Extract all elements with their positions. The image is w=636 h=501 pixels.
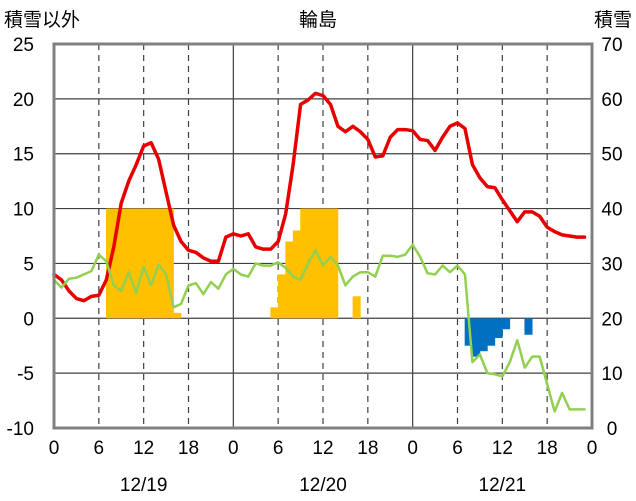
negative_bars-bar	[479, 318, 488, 352]
date-label: 12/21	[479, 475, 527, 496]
plot-frame	[52, 42, 594, 430]
bars	[106, 208, 533, 357]
negative_bars-bar	[502, 318, 511, 330]
left-tick-label: -10	[7, 419, 34, 440]
negative_bars-bar	[494, 318, 503, 339]
snowfall_bars-bar	[120, 208, 130, 319]
x-tick-label: 12	[312, 438, 333, 459]
x-tick-label: 0	[228, 438, 239, 459]
x-tick-label: 18	[178, 438, 199, 459]
x-tick-label: 12	[492, 438, 513, 459]
x-tick-label: 18	[357, 438, 378, 459]
temperature-line	[52, 91, 587, 303]
snowfall_bars-bar	[128, 208, 137, 319]
date-label: 12/20	[299, 475, 347, 496]
x-tick-label: 12	[133, 438, 154, 459]
left-tick-label: -5	[17, 364, 34, 385]
left-tick-label: 15	[13, 145, 34, 166]
right-tick-label: 60	[601, 90, 622, 111]
left-axis-label: 積雪以外	[4, 9, 80, 31]
right-tick-label: 20	[601, 309, 622, 330]
right-tick-label: 30	[601, 254, 622, 275]
snowfall_bars-bar	[173, 312, 182, 319]
left-tick-label: 10	[13, 200, 34, 221]
x-tick-label: 0	[49, 438, 60, 459]
left-tick-label: 25	[13, 35, 34, 56]
snowfall_bars-bar	[322, 208, 331, 319]
x-tick-label: 6	[94, 438, 105, 459]
x-tick-label: 18	[537, 438, 558, 459]
right-tick-label: 10	[601, 364, 622, 385]
right-tick-label: 0	[607, 419, 618, 440]
snowfall_bars-bar	[150, 208, 159, 319]
right-tick-label: 70	[601, 35, 622, 56]
snowfall_bars-bar	[113, 208, 122, 319]
snowfall_bars-bar	[158, 208, 167, 319]
snowfall_bars-bar	[307, 208, 316, 319]
snowfall_bars-bar	[300, 208, 309, 319]
right-axis-label: 積雪	[594, 9, 632, 31]
snowfall_bars-bar	[315, 208, 324, 319]
x-tick-label: 6	[273, 438, 284, 459]
snowfall_bars-bar	[330, 208, 339, 319]
snowfall_bars-bar	[277, 274, 286, 319]
snowfall_bars-bar	[135, 208, 144, 319]
x-tick-label: 0	[407, 438, 418, 459]
left-tick-label: 20	[13, 90, 34, 111]
chart-title: 輪島	[299, 9, 337, 31]
date-label: 12/19	[120, 475, 168, 496]
negative_bars-bar	[487, 318, 496, 346]
snowfall_bars-bar	[165, 208, 174, 319]
left-tick-label: 5	[23, 254, 34, 275]
snowfall_bars-bar	[292, 230, 301, 319]
humidity_like-line	[52, 243, 586, 413]
negative_bars-bar	[472, 318, 481, 357]
negative_bars-bar	[524, 318, 533, 335]
x-tick-label: 0	[587, 438, 598, 459]
right-tick-label: 50	[601, 145, 622, 166]
snowfall_bars-bar	[352, 296, 361, 319]
right-tick-label: 40	[601, 200, 622, 221]
x-tick-label: 6	[452, 438, 463, 459]
left-tick-label: 0	[23, 309, 34, 330]
snowfall_bars-bar	[143, 208, 152, 319]
snowfall_bars-bar	[285, 241, 294, 319]
snowfall_bars-bar	[270, 307, 279, 319]
